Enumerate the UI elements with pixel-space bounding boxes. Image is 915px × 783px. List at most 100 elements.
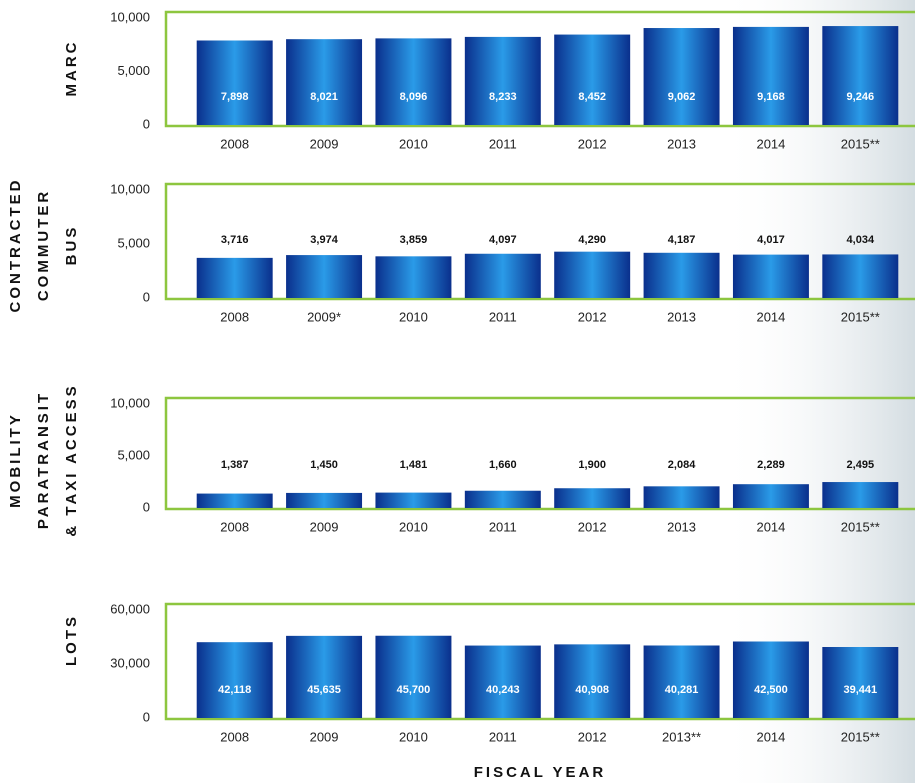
x-tick-label: 2011 <box>489 309 517 324</box>
value-label: 9,168 <box>757 91 785 103</box>
x-tick-label: 2011 <box>489 519 517 534</box>
x-tick-label: 2014 <box>756 309 785 324</box>
value-label: 8,021 <box>310 91 338 103</box>
y-tick-label: 0 <box>143 116 150 131</box>
value-label: 45,700 <box>397 684 431 696</box>
y-axis-title: COMMUTER <box>35 189 52 301</box>
value-label: 9,062 <box>668 91 696 103</box>
y-axis-title: BUS <box>63 225 80 266</box>
x-tick-label: 2011 <box>489 729 517 744</box>
value-label: 1,450 <box>310 459 338 471</box>
bar <box>732 641 809 718</box>
value-label: 42,118 <box>218 684 251 696</box>
x-tick-label: 2013 <box>667 519 696 534</box>
bar <box>375 492 452 508</box>
bar <box>464 490 541 508</box>
value-label: 4,017 <box>757 234 785 246</box>
bar <box>464 36 541 125</box>
bar <box>196 493 273 508</box>
y-tick-label: 0 <box>143 709 150 724</box>
bar <box>643 645 720 718</box>
bar <box>286 635 363 718</box>
x-tick-label: 2014 <box>756 136 785 151</box>
value-label: 8,233 <box>489 91 517 103</box>
value-label: 39,441 <box>843 684 877 696</box>
bar <box>554 488 631 508</box>
y-axis-title: MARC <box>63 40 80 97</box>
y-tick-label: 30,000 <box>110 655 150 670</box>
bar <box>822 482 899 508</box>
bar <box>196 40 273 125</box>
value-label: 2,084 <box>668 459 696 471</box>
x-tick-label: 2013** <box>662 729 701 744</box>
value-label: 8,452 <box>578 91 606 103</box>
x-axis-title: FISCAL YEAR <box>474 764 606 781</box>
bar <box>375 38 452 125</box>
y-tick-label: 0 <box>143 499 150 514</box>
value-label: 4,034 <box>847 234 875 246</box>
y-tick-label: 10,000 <box>110 395 150 410</box>
y-tick-label: 0 <box>143 289 150 304</box>
bar <box>286 255 363 298</box>
bar <box>554 644 631 718</box>
value-label: 2,495 <box>847 459 875 471</box>
x-tick-label: 2009 <box>310 729 339 744</box>
x-tick-label: 2010 <box>399 309 428 324</box>
bar <box>375 256 452 298</box>
bar <box>732 254 809 298</box>
x-tick-label: 2013 <box>667 309 696 324</box>
x-tick-label: 2012 <box>578 519 607 534</box>
bar <box>822 254 899 298</box>
x-tick-label: 2008 <box>220 309 249 324</box>
value-label: 42,500 <box>754 684 788 696</box>
y-tick-label: 60,000 <box>110 601 150 616</box>
x-tick-label: 2015** <box>841 309 880 324</box>
bar <box>554 34 631 125</box>
x-tick-label: 2015** <box>841 136 880 151</box>
y-tick-label: 10,000 <box>110 9 150 24</box>
x-tick-label: 2009* <box>307 309 341 324</box>
bar <box>643 252 720 298</box>
x-tick-label: 2014 <box>756 729 785 744</box>
y-axis-title: & TAXI ACCESS <box>63 383 80 536</box>
x-tick-label: 2012 <box>578 729 607 744</box>
y-tick-label: 5,000 <box>117 63 150 78</box>
value-label: 1,387 <box>221 459 249 471</box>
y-axis-title: CONTRACTED <box>7 178 24 313</box>
bar <box>375 635 452 718</box>
x-tick-label: 2010 <box>399 519 428 534</box>
panel-frame <box>164 10 915 128</box>
bar <box>554 251 631 298</box>
x-tick-label: 2009 <box>310 519 339 534</box>
y-axis-title: MOBILITY <box>7 412 24 508</box>
x-tick-label: 2015** <box>841 519 880 534</box>
panel-frame <box>164 396 915 511</box>
value-label: 4,290 <box>578 234 606 246</box>
value-label: 1,900 <box>578 459 606 471</box>
bar <box>822 647 899 718</box>
bar <box>643 486 720 508</box>
bar <box>286 492 363 508</box>
y-tick-label: 5,000 <box>117 235 150 250</box>
bar <box>464 645 541 718</box>
panel-frame <box>164 602 915 721</box>
bar <box>643 28 720 126</box>
x-tick-label: 2011 <box>489 136 517 151</box>
value-label: 40,243 <box>486 684 520 696</box>
bar <box>822 26 899 125</box>
value-label: 40,281 <box>665 684 699 696</box>
x-tick-label: 2014 <box>756 519 785 534</box>
value-label: 7,898 <box>221 91 249 103</box>
x-tick-label: 2008 <box>220 519 249 534</box>
y-tick-label: 10,000 <box>110 181 150 196</box>
value-label: 3,716 <box>221 234 249 246</box>
bar <box>464 253 541 298</box>
value-label: 2,289 <box>757 459 785 471</box>
x-tick-label: 2012 <box>578 136 607 151</box>
value-label: 45,635 <box>307 684 341 696</box>
value-label: 4,097 <box>489 234 517 246</box>
x-tick-label: 2015** <box>841 729 880 744</box>
x-tick-label: 2013 <box>667 136 696 151</box>
x-tick-label: 2012 <box>578 309 607 324</box>
